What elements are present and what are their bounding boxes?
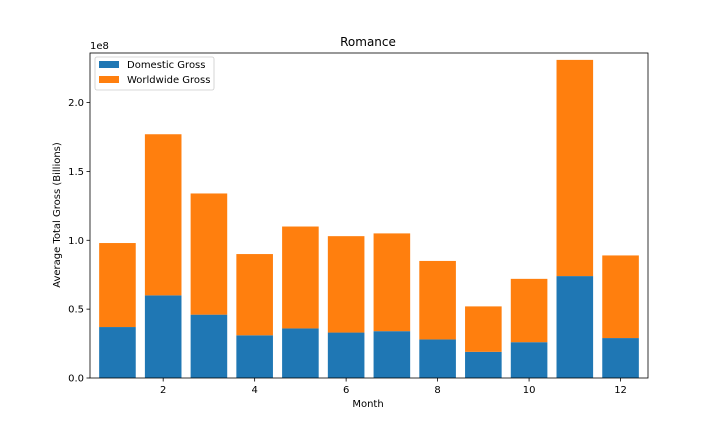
bar-worldwide-7 (373, 233, 411, 332)
axes-layer: 2 4 6 8 10 12 0.0 0.5 1.0 1.5 2.0 (68, 52, 649, 396)
legend: Domestic Gross Worldwide Gross (94, 56, 215, 91)
y-tick-label: 0.0 (68, 374, 84, 385)
legend-swatch (99, 61, 119, 68)
legend-swatch (99, 76, 119, 83)
bar-domestic-10 (510, 342, 548, 378)
bar-worldwide-12 (602, 255, 639, 339)
bars-layer (99, 59, 639, 378)
x-tick-label: 12 (614, 385, 627, 396)
bar-domestic-8 (419, 339, 456, 378)
y-tick-label: 1.0 (68, 236, 84, 247)
bar-domestic-3 (190, 314, 228, 378)
y-tick-label: 1.5 (68, 167, 84, 178)
x-tick-label: 2 (160, 385, 166, 396)
bar-worldwide-2 (144, 134, 182, 296)
bar-worldwide-10 (510, 278, 548, 343)
bar-worldwide-4 (236, 254, 273, 336)
x-tick-label: 6 (343, 385, 349, 396)
bar-domestic-4 (236, 335, 273, 378)
plot-frame (89, 52, 649, 379)
bar-domestic-1 (99, 327, 136, 378)
bar-domestic-11 (556, 276, 594, 378)
bar-worldwide-5 (282, 226, 319, 329)
bar-worldwide-8 (419, 260, 456, 340)
legend-box (94, 56, 215, 91)
bar-worldwide-9 (465, 306, 502, 352)
x-tick-label: 8 (434, 385, 440, 396)
y-tick-label: 0.5 (68, 305, 84, 316)
bar-worldwide-6 (327, 236, 365, 333)
bar-worldwide-11 (556, 59, 594, 277)
bar-domestic-5 (282, 328, 319, 378)
bar-domestic-12 (602, 338, 639, 378)
legend-label: Domestic Gross (127, 60, 205, 71)
y-axis-label: Average Total Gross (Billions) (52, 142, 63, 288)
bar-domestic-6 (327, 332, 365, 378)
y-tick-label: 2.0 (68, 98, 84, 109)
chart-title: Romance (340, 35, 396, 49)
x-tick-label: 10 (523, 385, 536, 396)
bar-worldwide-1 (99, 243, 136, 328)
y-axis-offset-label: 1e8 (90, 41, 109, 52)
bar-domestic-9 (465, 351, 502, 378)
bar-domestic-2 (144, 295, 182, 378)
bar-domestic-7 (373, 331, 411, 378)
x-axis-label: Month (352, 399, 383, 410)
x-tick-label: 4 (251, 385, 257, 396)
bar-worldwide-3 (190, 193, 228, 315)
legend-label: Worldwide Gross (127, 75, 210, 86)
